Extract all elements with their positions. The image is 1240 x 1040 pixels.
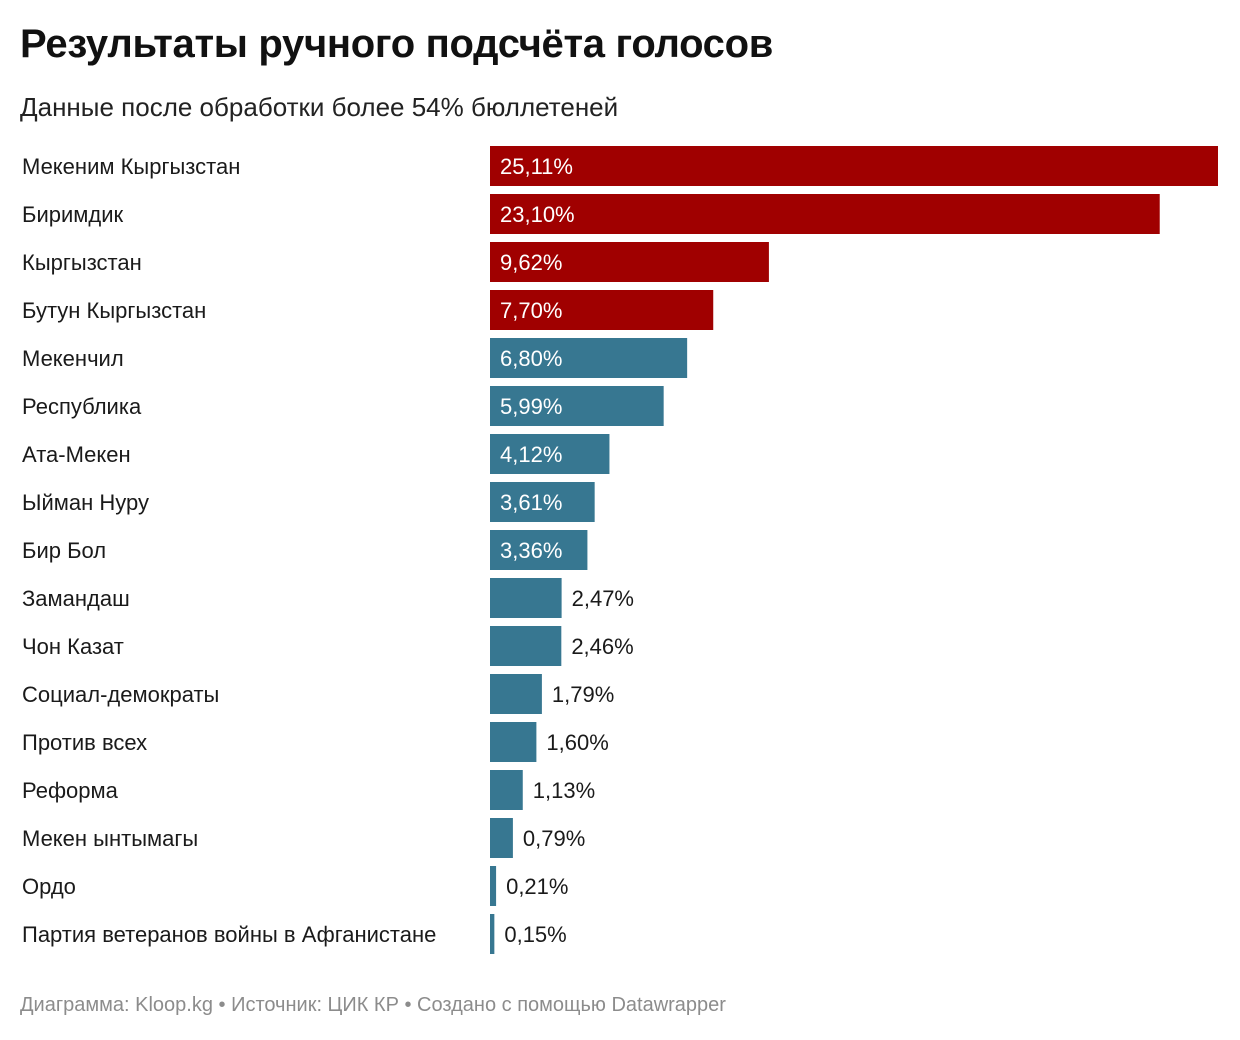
value-label: 1,60% xyxy=(546,730,608,755)
value-label: 25,11% xyxy=(500,154,573,179)
chart-footer: Диаграмма: Kloop.kg • Источник: ЦИК КР •… xyxy=(20,994,726,1016)
value-label: 1,13% xyxy=(533,778,595,803)
value-label: 23,10% xyxy=(500,202,575,227)
category-label: Партия ветеранов войны в Афганистане xyxy=(22,922,436,947)
value-label: 5,99% xyxy=(500,394,562,419)
bar xyxy=(490,290,714,330)
bar xyxy=(490,914,495,954)
value-label: 2,46% xyxy=(571,634,633,659)
bar xyxy=(490,770,523,810)
category-label: Ыйман Нуру xyxy=(22,490,149,515)
bar xyxy=(490,818,513,858)
category-label: Чон Казат xyxy=(22,634,124,659)
value-label: 0,79% xyxy=(523,826,585,851)
chart-title: Результаты ручного подсчёта голосов xyxy=(20,22,774,66)
chart-subtitle: Данные после обработки более 54% бюллете… xyxy=(20,92,619,122)
category-label: Кыргызстан xyxy=(22,250,142,275)
category-label: Мекен ынтымагы xyxy=(22,826,198,851)
bar xyxy=(490,194,1160,234)
bar xyxy=(490,626,562,666)
bar xyxy=(490,242,769,282)
bar xyxy=(490,146,1218,186)
category-label: Республика xyxy=(22,394,142,419)
category-label: Мекенчил xyxy=(22,346,124,371)
bar xyxy=(490,722,537,762)
bar xyxy=(490,674,542,714)
category-label: Бир Бол xyxy=(22,538,106,563)
category-label: Реформа xyxy=(22,778,119,803)
bar xyxy=(490,338,688,378)
value-label: 7,70% xyxy=(500,298,562,323)
bar xyxy=(490,434,610,474)
category-label: Биримдик xyxy=(22,202,124,227)
category-label: Социал-демократы xyxy=(22,682,219,707)
bar xyxy=(490,386,664,426)
category-label: Бутун Кыргызстан xyxy=(22,298,206,323)
category-label: Против всех xyxy=(22,730,147,755)
category-label: Ордо xyxy=(22,874,76,899)
bar xyxy=(490,866,497,906)
bar xyxy=(490,482,595,522)
value-label: 3,36% xyxy=(500,538,562,563)
category-label: Замандаш xyxy=(22,586,130,611)
bar-chart: Мекеним Кыргызстан 25,11% Биримдик 23,10% Кы… xyxy=(22,146,1218,954)
bar xyxy=(490,530,588,570)
value-label: 9,62% xyxy=(500,250,562,275)
category-label: Мекеним Кыргызстан xyxy=(22,154,240,179)
value-label: 0,21% xyxy=(506,874,568,899)
value-label: 3,61% xyxy=(500,490,562,515)
value-label: 1,79% xyxy=(552,682,614,707)
bar xyxy=(490,578,562,618)
value-label: 0,15% xyxy=(504,922,566,947)
category-label: Ата-Мекен xyxy=(22,442,131,467)
value-label: 4,12% xyxy=(500,442,562,467)
value-label: 2,47% xyxy=(572,586,634,611)
value-label: 6,80% xyxy=(500,346,562,371)
